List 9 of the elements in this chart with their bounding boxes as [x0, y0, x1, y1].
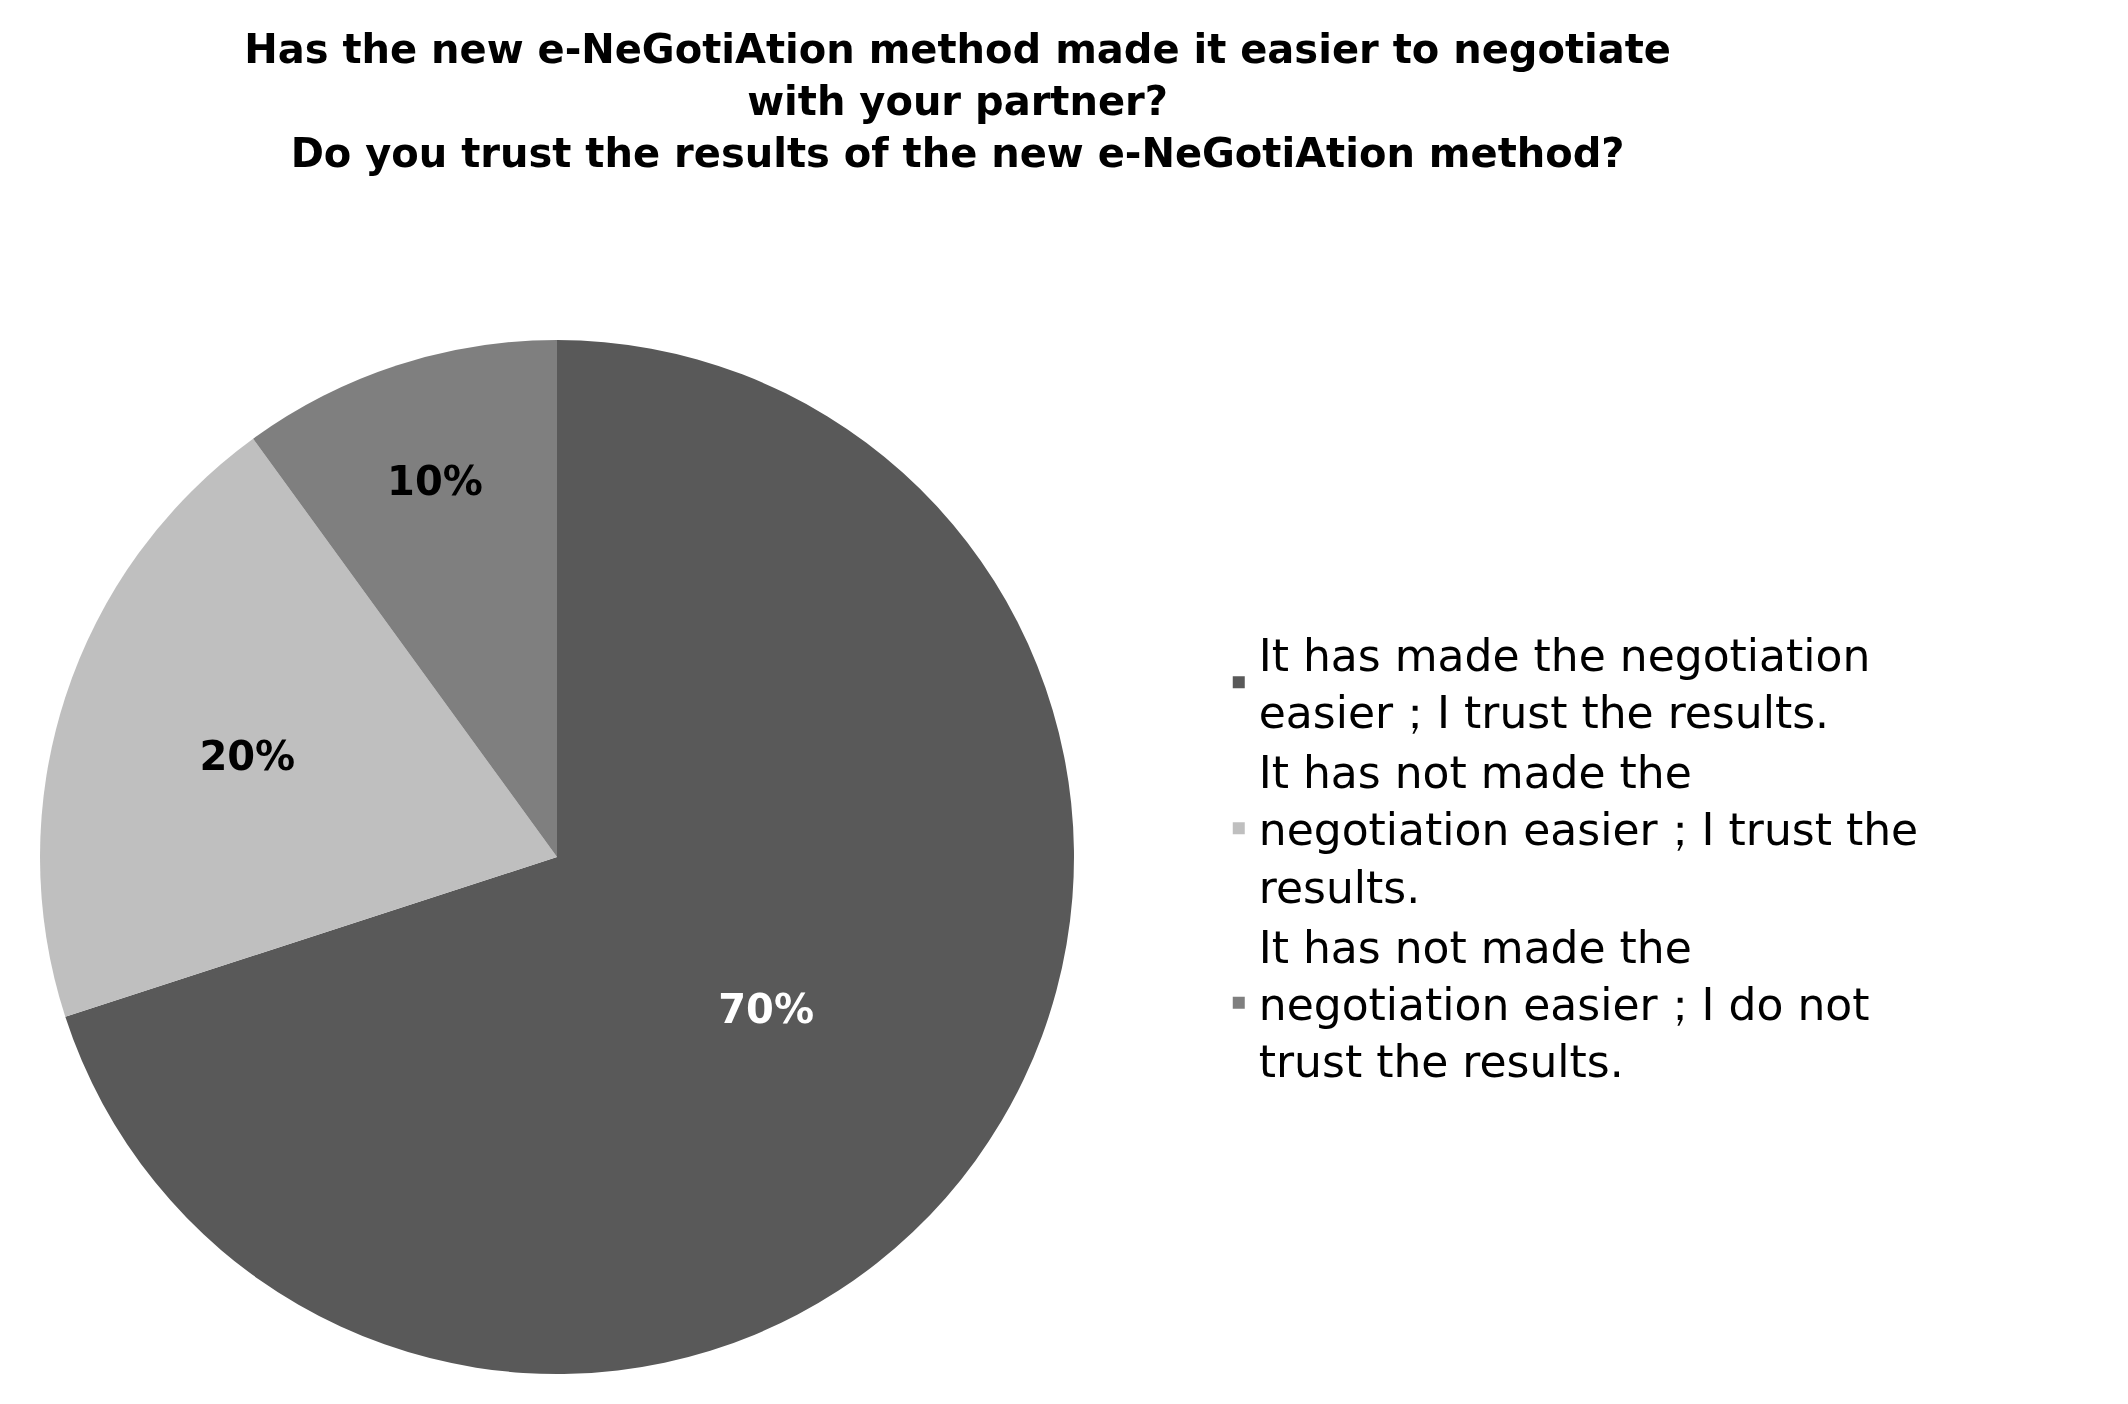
legend-label: It has made the negotiation easier；I trust the results. — [1258, 629, 1871, 738]
pie-slice — [65, 340, 1074, 1374]
data-label: 20% — [199, 733, 296, 780]
chart-title: Has the new e-NeGotiAtion method made it easier to negotiate with your partner? Do you trust the results of the new e-NeGotiAtion method? — [244, 26, 1671, 177]
legend-label: It has not made the negotiation easier；I do not trust the results. — [1258, 921, 1870, 1088]
pie-slice — [41, 438, 557, 1017]
data-label: 70% — [718, 985, 815, 1032]
data-label: 10% — [387, 458, 483, 505]
legend-label: It has not made the negotiation easier；I trust the results. — [1258, 747, 1919, 913]
